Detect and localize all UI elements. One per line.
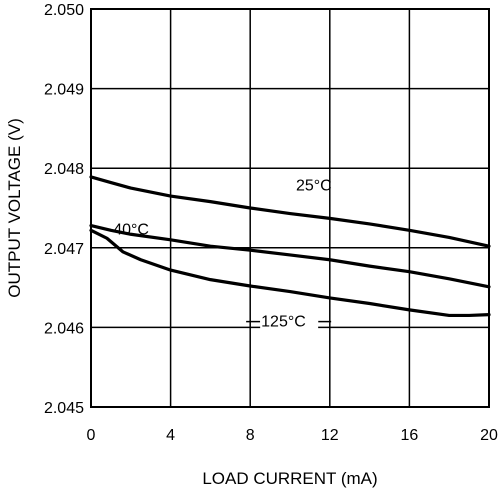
- annotation-40c: -40°C: [108, 221, 149, 238]
- y-tick-label: 2.050: [44, 2, 84, 19]
- y-tick-label: 2.045: [44, 400, 84, 417]
- y-tick-label: 2.046: [44, 320, 84, 337]
- plot-frame: [90, 8, 490, 408]
- series-line-40c: [89, 223, 491, 289]
- x-tick-label: 16: [401, 427, 419, 444]
- annotation-layer: 25°C -40°C 125°C: [108, 177, 332, 333]
- x-tick-label: 4: [166, 427, 175, 444]
- series-layer: [89, 175, 491, 318]
- x-axis-label: LOAD CURRENT (mA): [202, 469, 377, 488]
- series-line-25c: [89, 175, 491, 248]
- ticks-layer: 0 4 8 12 16 20 2.045 2.046 2.047 2.048 2.049 2.050: [44, 2, 498, 444]
- y-tick-label: 2.047: [44, 241, 84, 258]
- x-tick-label: 8: [246, 427, 255, 444]
- x-tick-label: 0: [87, 427, 96, 444]
- y-axis-label: OUTPUT VOLTAGE (V): [5, 118, 24, 297]
- y-tick-label: 2.048: [44, 161, 84, 178]
- annotation-125c: 125°C: [261, 314, 306, 331]
- annotation-125c-background: [260, 308, 319, 333]
- x-tick-label: 20: [480, 427, 498, 444]
- x-tick-label: 12: [321, 427, 339, 444]
- grid-layer: [91, 9, 489, 407]
- series-line-125c: [89, 228, 491, 318]
- y-tick-label: 2.049: [44, 82, 84, 99]
- annotation-25c: 25°C: [296, 177, 332, 194]
